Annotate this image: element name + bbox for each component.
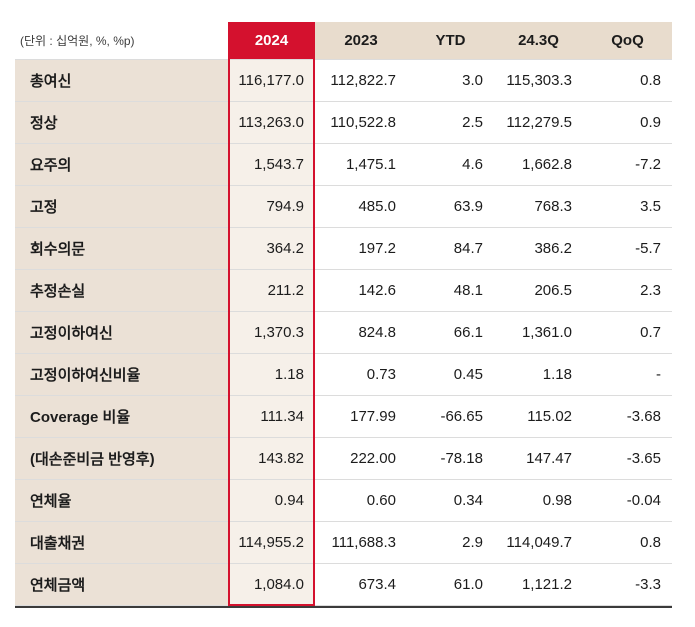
cell-2024: 114,955.2 bbox=[228, 522, 315, 564]
cell-24-3q: 1,662.8 bbox=[494, 144, 583, 186]
cell-ytd: -78.18 bbox=[407, 438, 494, 480]
cell-ytd: 61.0 bbox=[407, 564, 494, 606]
cell-qoq: -5.7 bbox=[583, 228, 672, 270]
cell-2024: 1.18 bbox=[228, 354, 315, 396]
cell-24-3q: 147.47 bbox=[494, 438, 583, 480]
cell-2023: 0.73 bbox=[315, 354, 407, 396]
cell-ytd: 0.34 bbox=[407, 480, 494, 522]
cell-24-3q: 1.18 bbox=[494, 354, 583, 396]
cell-24-3q: 768.3 bbox=[494, 186, 583, 228]
cell-24-3q: 1,121.2 bbox=[494, 564, 583, 606]
row-label: Coverage 비율 bbox=[15, 396, 228, 438]
cell-2023: 824.8 bbox=[315, 312, 407, 354]
cell-2024: 794.9 bbox=[228, 186, 315, 228]
cell-2023: 1,475.1 bbox=[315, 144, 407, 186]
cell-ytd: 84.7 bbox=[407, 228, 494, 270]
column-header-2024: 2024 bbox=[228, 22, 315, 60]
cell-qoq: -7.2 bbox=[583, 144, 672, 186]
cell-2024: 113,263.0 bbox=[228, 102, 315, 144]
cell-qoq: 0.9 bbox=[583, 102, 672, 144]
cell-24-3q: 115,303.3 bbox=[494, 60, 583, 102]
cell-24-3q: 1,361.0 bbox=[494, 312, 583, 354]
cell-2024: 364.2 bbox=[228, 228, 315, 270]
cell-2023: 222.00 bbox=[315, 438, 407, 480]
cell-2023: 0.60 bbox=[315, 480, 407, 522]
row-label: 추정손실 bbox=[15, 270, 228, 312]
cell-qoq: 3.5 bbox=[583, 186, 672, 228]
row-label: 회수의문 bbox=[15, 228, 228, 270]
cell-24-3q: 206.5 bbox=[494, 270, 583, 312]
cell-qoq: -3.65 bbox=[583, 438, 672, 480]
row-label: (대손준비금 반영후) bbox=[15, 438, 228, 480]
cell-2023: 485.0 bbox=[315, 186, 407, 228]
cell-ytd: 48.1 bbox=[407, 270, 494, 312]
column-header-qoq: QoQ bbox=[583, 22, 672, 60]
cell-qoq: 0.8 bbox=[583, 522, 672, 564]
cell-2023: 142.6 bbox=[315, 270, 407, 312]
cell-24-3q: 112,279.5 bbox=[494, 102, 583, 144]
cell-2023: 177.99 bbox=[315, 396, 407, 438]
column-header-2023: 2023 bbox=[315, 22, 407, 60]
cell-ytd: -66.65 bbox=[407, 396, 494, 438]
row-label: 정상 bbox=[15, 102, 228, 144]
cell-24-3q: 115.02 bbox=[494, 396, 583, 438]
cell-qoq: -3.3 bbox=[583, 564, 672, 606]
row-label: 대출채권 bbox=[15, 522, 228, 564]
cell-ytd: 2.5 bbox=[407, 102, 494, 144]
cell-qoq: 0.7 bbox=[583, 312, 672, 354]
row-label: 요주의 bbox=[15, 144, 228, 186]
cell-2023: 673.4 bbox=[315, 564, 407, 606]
cell-ytd: 2.9 bbox=[407, 522, 494, 564]
asset-quality-table: (단위 : 십억원, %, %p) 2024 2023 YTD 24.3Q Qo… bbox=[15, 22, 672, 608]
cell-ytd: 3.0 bbox=[407, 60, 494, 102]
cell-2023: 112,822.7 bbox=[315, 60, 407, 102]
column-header-24-3q: 24.3Q bbox=[494, 22, 583, 60]
cell-24-3q: 114,049.7 bbox=[494, 522, 583, 564]
cell-2023: 110,522.8 bbox=[315, 102, 407, 144]
cell-qoq: 0.8 bbox=[583, 60, 672, 102]
row-label: 고정 bbox=[15, 186, 228, 228]
cell-2023: 197.2 bbox=[315, 228, 407, 270]
cell-qoq: - bbox=[583, 354, 672, 396]
cell-ytd: 0.45 bbox=[407, 354, 494, 396]
cell-2024: 116,177.0 bbox=[228, 60, 315, 102]
cell-qoq: 2.3 bbox=[583, 270, 672, 312]
cell-2024: 143.82 bbox=[228, 438, 315, 480]
cell-2023: 111,688.3 bbox=[315, 522, 407, 564]
cell-qoq: -0.04 bbox=[583, 480, 672, 522]
cell-qoq: -3.68 bbox=[583, 396, 672, 438]
cell-2024: 111.34 bbox=[228, 396, 315, 438]
row-label: 고정이하여신비율 bbox=[15, 354, 228, 396]
cell-2024: 1,543.7 bbox=[228, 144, 315, 186]
unit-label: (단위 : 십억원, %, %p) bbox=[15, 22, 228, 60]
cell-ytd: 63.9 bbox=[407, 186, 494, 228]
row-label: 연체율 bbox=[15, 480, 228, 522]
row-label: 총여신 bbox=[15, 60, 228, 102]
cell-24-3q: 386.2 bbox=[494, 228, 583, 270]
row-label: 연체금액 bbox=[15, 564, 228, 606]
cell-2024: 0.94 bbox=[228, 480, 315, 522]
column-header-ytd: YTD bbox=[407, 22, 494, 60]
row-label: 고정이하여신 bbox=[15, 312, 228, 354]
cell-2024: 211.2 bbox=[228, 270, 315, 312]
cell-2024: 1,084.0 bbox=[228, 564, 315, 606]
cell-24-3q: 0.98 bbox=[494, 480, 583, 522]
cell-2024: 1,370.3 bbox=[228, 312, 315, 354]
cell-ytd: 66.1 bbox=[407, 312, 494, 354]
table-grid: (단위 : 십억원, %, %p) 2024 2023 YTD 24.3Q Qo… bbox=[15, 22, 672, 608]
cell-ytd: 4.6 bbox=[407, 144, 494, 186]
